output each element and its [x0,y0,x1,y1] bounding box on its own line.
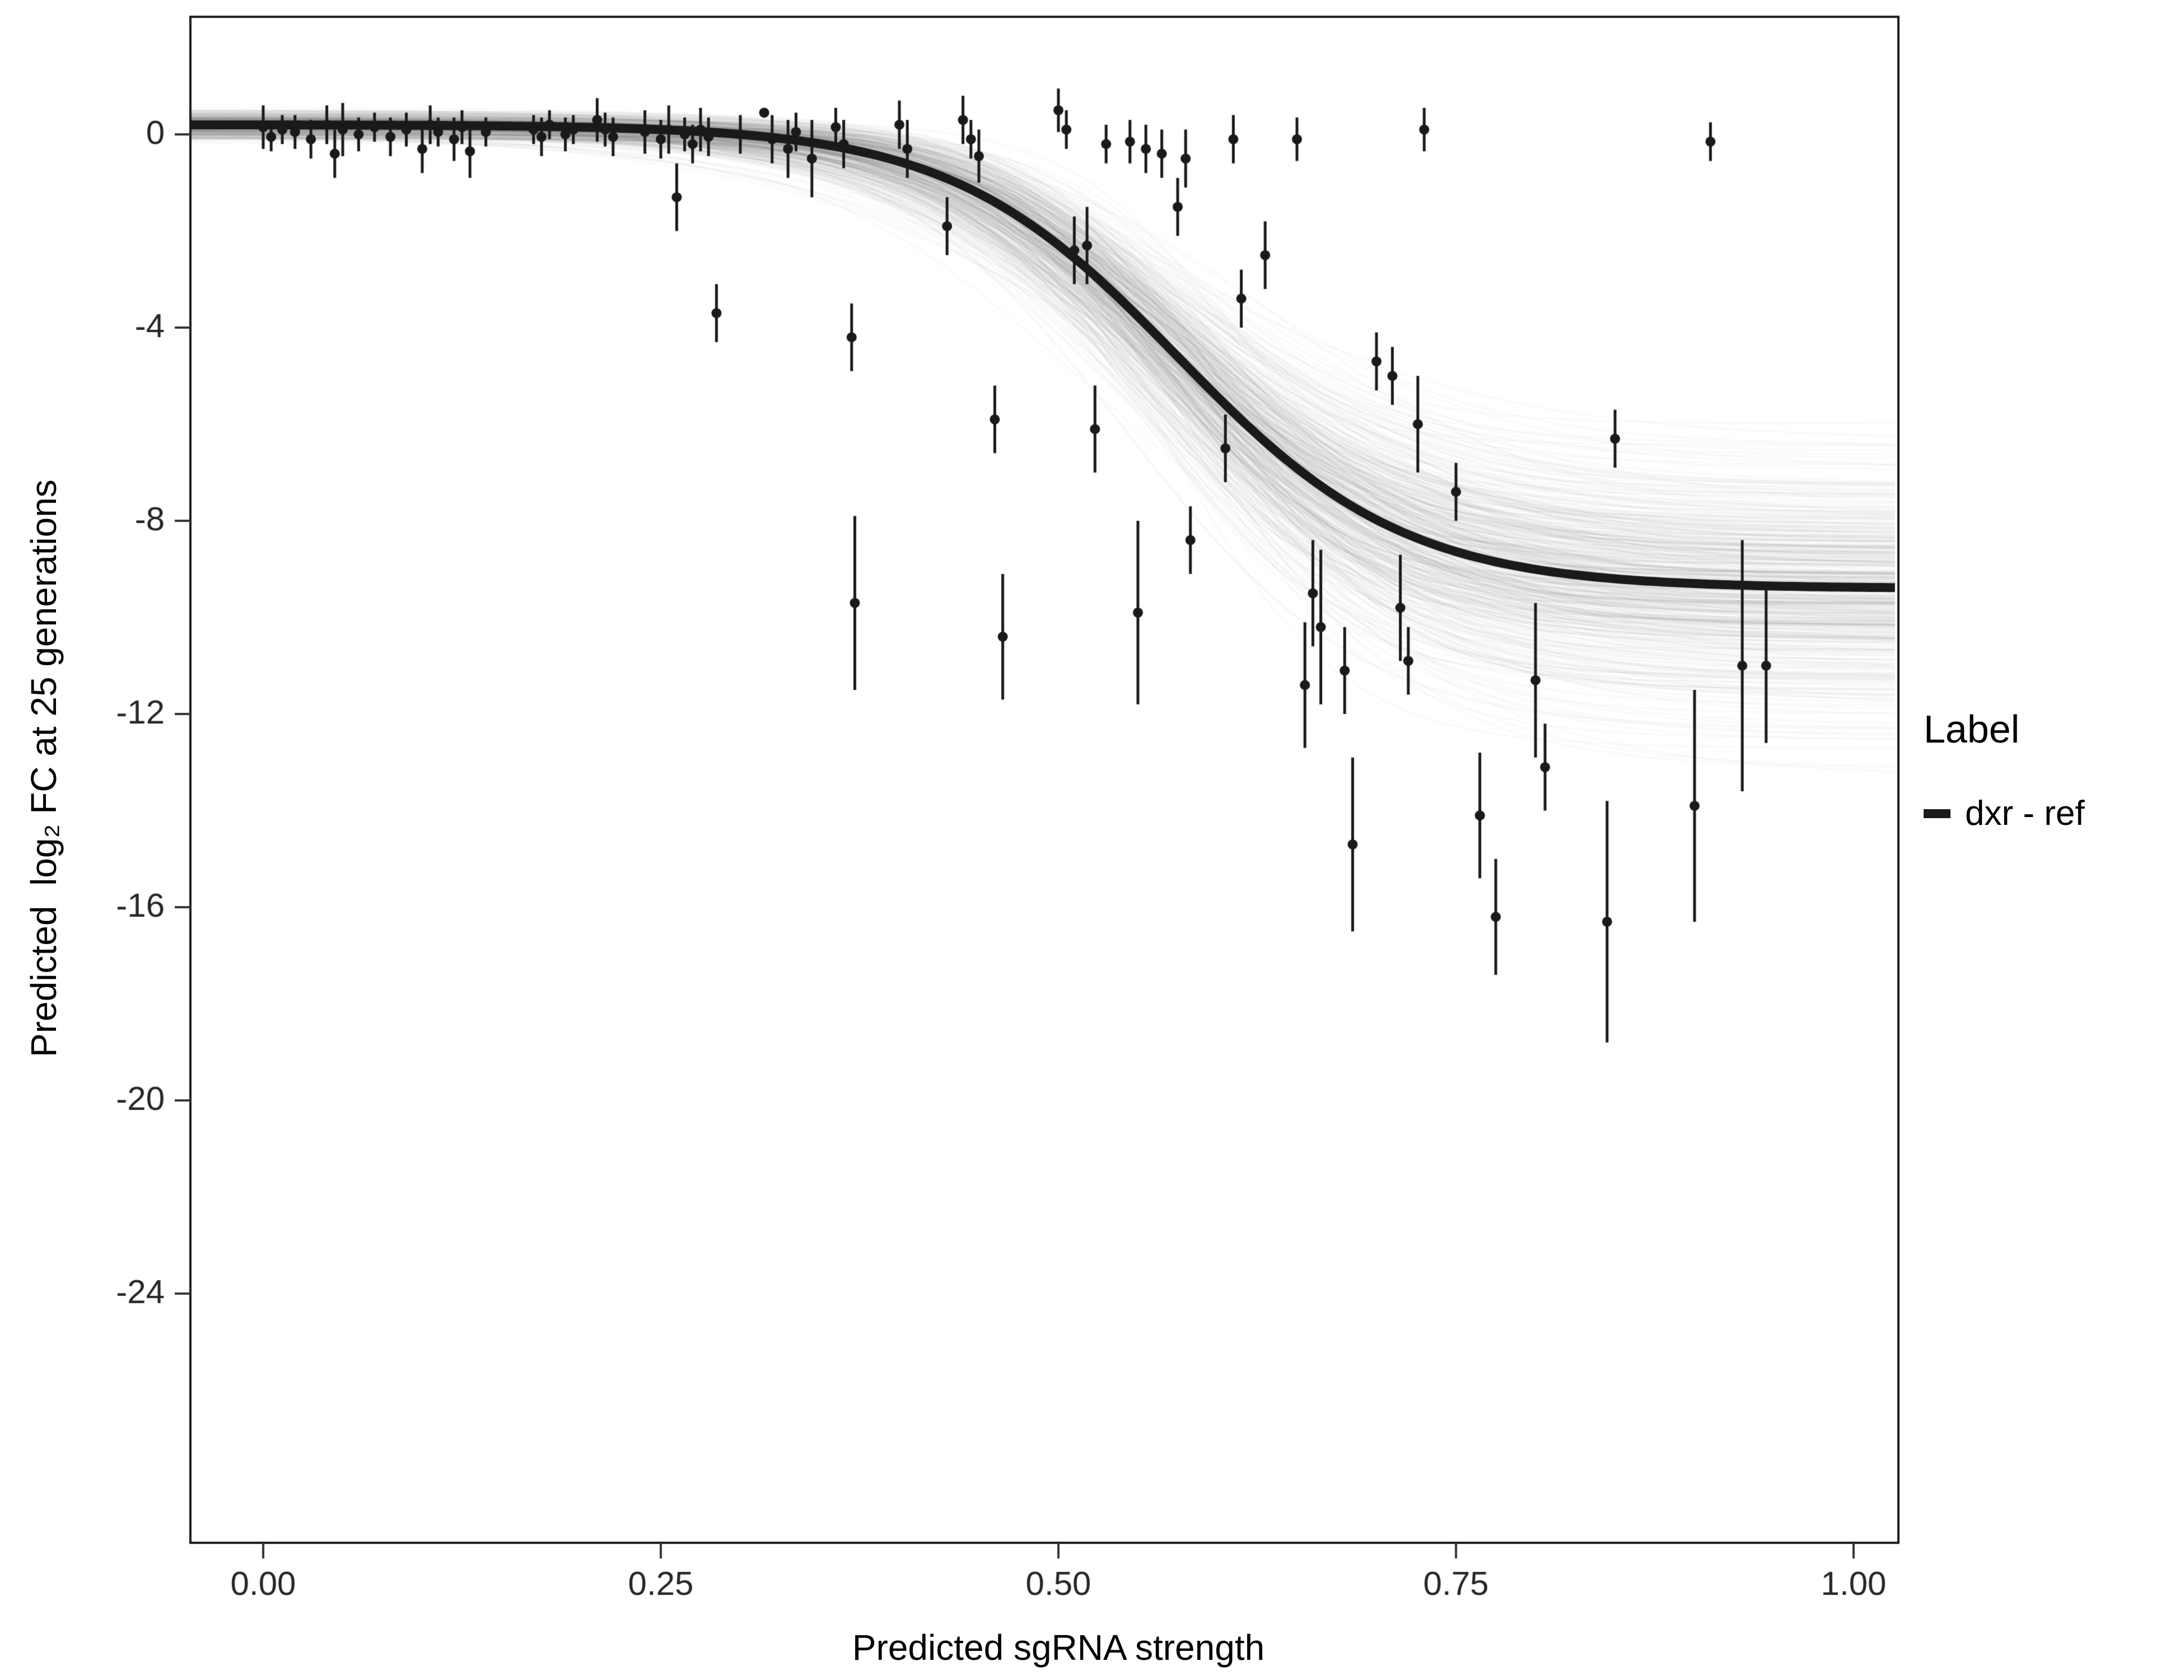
legend: Label dxr - ref [1924,707,2085,833]
x-axis-title: Predicted sgRNA strength [852,1627,1265,1668]
legend-title: Label [1924,707,2020,751]
y-axis-title: Predicted log₂ FC at 25 generations [24,479,64,1057]
line-swatch-icon [1924,809,1950,818]
legend-item: dxr - ref [1924,794,2085,833]
legend-item-label: dxr - ref [1965,794,2085,833]
